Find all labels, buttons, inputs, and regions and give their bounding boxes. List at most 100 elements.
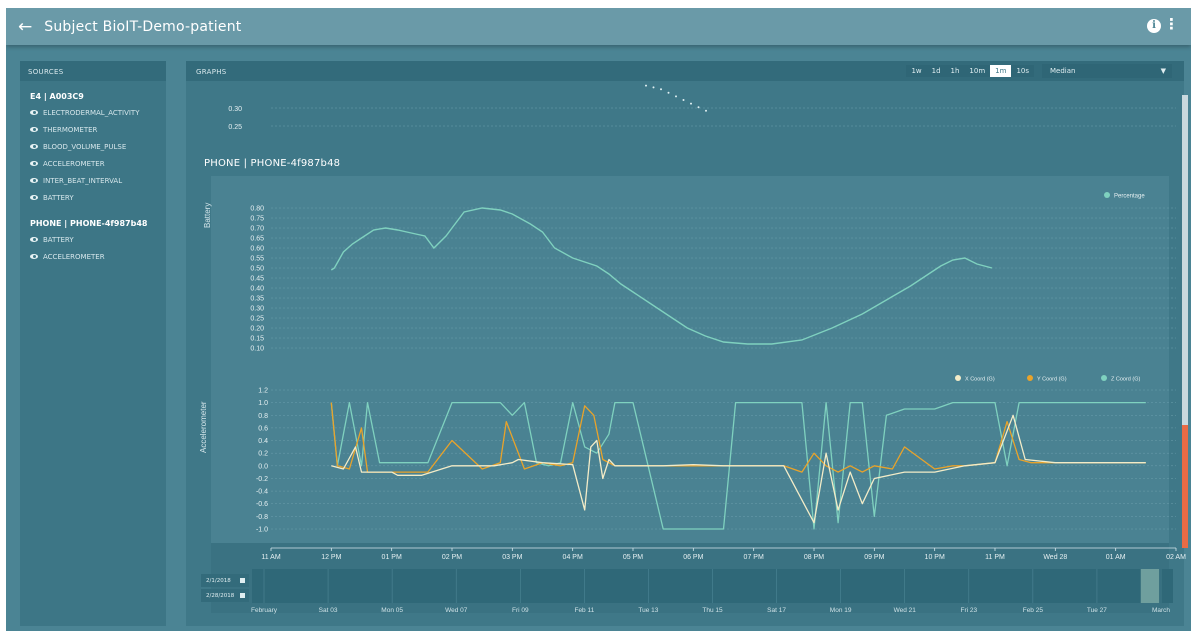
x-tick-label: 04 PM — [563, 554, 583, 561]
y-tick-label: 0.80 — [250, 206, 264, 213]
source-item-battery[interactable]: BATTERY — [20, 189, 166, 206]
source-item-label: ACCELEROMETER — [43, 159, 105, 168]
start-date-field[interactable]: 2/1/2018 — [201, 574, 249, 587]
start-date-value: 2/1/2018 — [206, 578, 231, 584]
source-item-accelerometer[interactable]: ACCELEROMETER — [20, 155, 166, 172]
data-point — [645, 84, 647, 87]
y-tick-label: 0.45 — [250, 276, 264, 283]
navigator-date-label: Feb 11 — [574, 607, 594, 614]
source-item-blood-volume-pulse[interactable]: BLOOD_VOLUME_PULSE — [20, 138, 166, 155]
navigator-date-label: Wed 07 — [445, 607, 468, 614]
x-tick-label: Wed 28 — [1043, 554, 1067, 561]
data-point — [660, 88, 662, 91]
sources-panel: SOURCES E4 | A003C9 ELECTRODERMAL_ACTIVI… — [20, 61, 166, 626]
y-tick-label: 0.35 — [250, 296, 264, 303]
y-tick-label: 0.2 — [258, 451, 268, 458]
y-tick-label: -0.4 — [256, 489, 268, 496]
y-tick-label: 1.0 — [258, 400, 268, 407]
x-tick-label: 06 PM — [683, 554, 703, 561]
series-line-x-coord — [331, 414, 1146, 524]
eye-icon[interactable] — [30, 195, 38, 200]
navigator-date-label: Sat 03 — [319, 607, 338, 614]
range-1w[interactable]: 1w — [906, 65, 927, 77]
eye-icon[interactable] — [30, 178, 38, 183]
y-tick-label: 0.25 — [250, 316, 264, 323]
legend-label: Z Coord (G) — [1111, 377, 1141, 383]
legend-label: Y Coord (G) — [1037, 377, 1067, 383]
range-1h[interactable]: 1h — [945, 65, 965, 77]
data-point — [697, 106, 700, 109]
navigator-date-label: Mon 05 — [381, 607, 403, 614]
data-point — [690, 102, 692, 105]
y-tick-label: 0.50 — [250, 266, 264, 273]
scrollbar-thumb[interactable] — [1182, 425, 1188, 548]
time-range-selector: 1w 1d 1h 10m 1m 10s — [906, 65, 1034, 77]
battery-legend: Percentage — [1104, 192, 1145, 200]
time-x-axis: 11 AM 12 PM 01 PM 02 PM 03 PM 04 PM 05 PM 06 PM… — [261, 547, 1186, 561]
section-title-phone: PHONE | PHONE-4f987b48 — [204, 158, 341, 169]
y-tick-label: 0.0 — [258, 463, 268, 470]
navigator-date-label: Wed 21 — [894, 607, 917, 614]
range-1m[interactable]: 1m — [990, 65, 1012, 77]
more-vert-icon[interactable]: ⋮ — [1164, 15, 1179, 33]
x-tick-label: 01 PM — [382, 554, 402, 561]
eye-icon[interactable] — [30, 254, 38, 259]
arrow-left-icon[interactable]: ← — [18, 16, 33, 37]
legend-marker — [1027, 375, 1033, 381]
data-point — [682, 99, 685, 101]
eye-icon[interactable] — [30, 161, 38, 166]
graphs-scrollbar[interactable] — [1182, 95, 1188, 548]
app-window: ← Subject BioIT-Demo-patient i ⋮ SOURCES… — [6, 8, 1191, 631]
source-item-label: INTER_BEAT_INTERVAL — [43, 176, 123, 185]
aggregation-select[interactable]: Median ▼ — [1042, 64, 1172, 78]
range-1d[interactable]: 1d — [926, 65, 946, 77]
legend-label: Percentage — [1114, 194, 1145, 200]
y-tick-label: 0.75 — [250, 216, 264, 223]
y-tick-label: 0.15 — [250, 336, 264, 343]
x-tick-label: 09 PM — [864, 554, 884, 561]
legend-label: X Coord (G) — [965, 377, 995, 383]
battery-chart: 0.80 0.75 0.70 0.65 0.60 0.55 0.50 0.45 0.40 0.35… — [250, 206, 993, 353]
navigator-selection-window[interactable] — [1140, 569, 1160, 603]
navigator-date-label: Sat 17 — [767, 607, 786, 614]
aggregation-value: Median — [1050, 67, 1076, 75]
eye-icon[interactable] — [30, 127, 38, 132]
legend-marker — [955, 375, 961, 381]
y-tick-label: -0.6 — [256, 501, 268, 508]
x-tick-label: 12 PM — [321, 554, 341, 561]
x-tick-label: 03 PM — [502, 554, 522, 561]
y-tick-label: 0.60 — [250, 246, 264, 253]
source-item-thermometer[interactable]: THERMOMETER — [20, 121, 166, 138]
end-date-field[interactable]: 2/28/2018 — [201, 589, 249, 602]
range-10s[interactable]: 10s — [1011, 65, 1034, 77]
navigator-date-label: Tue 27 — [1087, 607, 1107, 614]
x-tick-label: 02 PM — [442, 554, 462, 561]
source-item-inter-beat-interval[interactable]: INTER_BEAT_INTERVAL — [20, 172, 166, 189]
source-item-phone-battery[interactable]: BATTERY — [20, 231, 166, 248]
navigator-date-label: March — [1152, 607, 1170, 614]
y-tick-label: 0.70 — [250, 226, 264, 233]
navigator-date-label: Thu 15 — [702, 607, 723, 614]
source-item-electrodermal-activity[interactable]: ELECTRODERMAL_ACTIVITY — [20, 104, 166, 121]
y-tick-label: 0.30 — [228, 106, 242, 113]
info-icon[interactable]: i — [1147, 19, 1161, 33]
y-tick-label: 0.8 — [258, 413, 268, 420]
y-tick-label: 0.20 — [250, 326, 264, 333]
top-app-bar: ← Subject BioIT-Demo-patient i ⋮ — [6, 8, 1191, 45]
range-10m[interactable]: 10m — [964, 65, 991, 77]
y-tick-label: 0.10 — [250, 346, 264, 353]
source-item-phone-accelerometer[interactable]: ACCELEROMETER — [20, 248, 166, 265]
accelerometer-legend: X Coord (G) Y Coord (G) Z Coord (G) — [955, 375, 1141, 383]
calendar-icon — [240, 593, 245, 598]
source-item-label: BATTERY — [43, 193, 74, 202]
range-navigator[interactable]: February Sat 03 Mon 05 Wed 07 Fri 09 Feb 11 Tu… — [251, 569, 1173, 614]
eye-icon[interactable] — [30, 237, 38, 242]
y-tick-label: 1.2 — [258, 388, 268, 395]
eye-icon[interactable] — [30, 144, 38, 149]
dropdown-arrow-icon: ▼ — [1160, 67, 1166, 75]
y-tick-label: -1.0 — [256, 527, 268, 534]
eye-icon[interactable] — [30, 110, 38, 115]
x-tick-label: 01 AM — [1106, 554, 1126, 561]
navigator-date-label: Fri 23 — [960, 607, 977, 614]
source-item-label: ELECTRODERMAL_ACTIVITY — [43, 108, 140, 117]
